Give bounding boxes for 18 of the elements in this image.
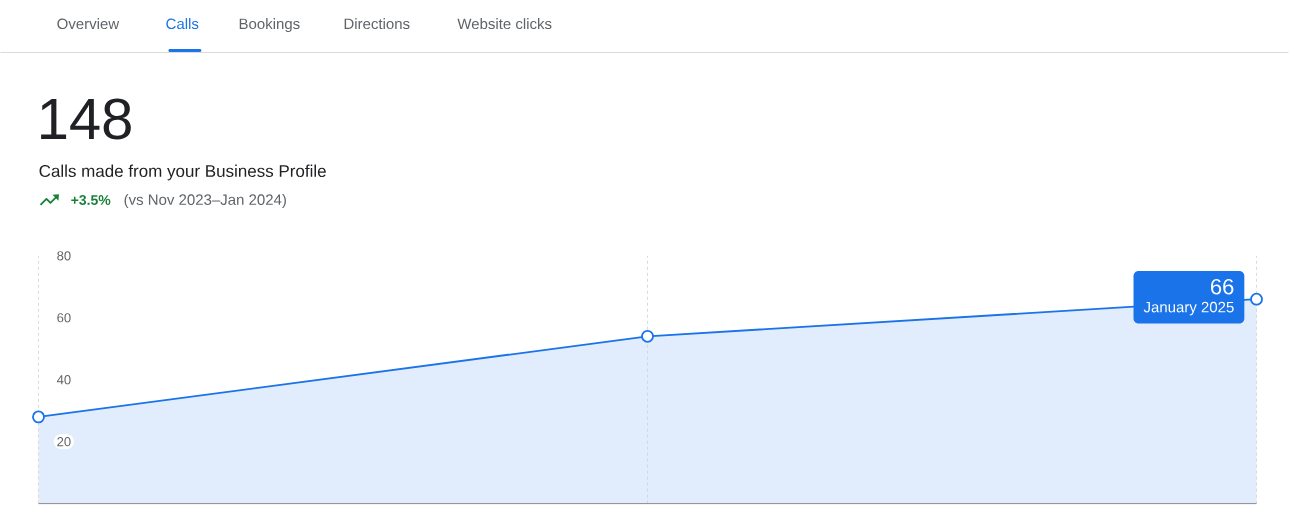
text: Calls [166,18,199,30]
y-tick-label: 20 [57,437,71,447]
annotation: January 2025 [1143,302,1234,316]
text: +3.5% [71,195,111,206]
text: Directions [344,18,410,30]
text: (vs Nov 2023–Jan 2024) [124,194,286,209]
y-tick-label: 40 [56,375,71,385]
text: Website clicks [457,18,552,30]
data-label: 66 [1211,279,1234,295]
text: Overview [57,18,120,30]
chart-title: 148 [41,98,131,140]
y-tick-label: 60 [57,313,71,323]
point [1250,292,1263,306]
text: Bookings [239,18,300,33]
chart-subtitle: Calls made from your Business Profile [39,164,326,181]
point [641,330,654,343]
point [32,410,45,424]
y-tick-label: 80 [57,251,71,261]
